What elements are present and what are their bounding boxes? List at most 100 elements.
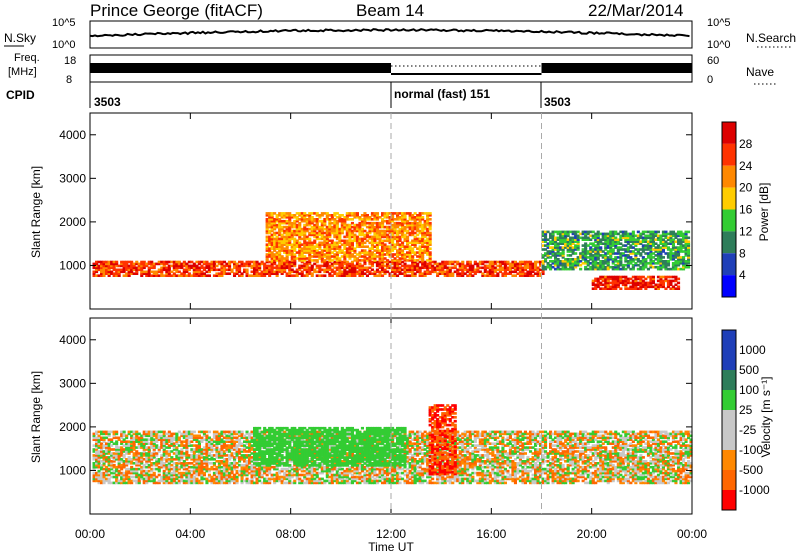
echo-cell	[120, 458, 124, 461]
echo-cell	[290, 233, 294, 237]
echo-cell	[273, 477, 277, 481]
echo-cell	[611, 250, 615, 253]
echo-cell	[401, 223, 405, 227]
echo-cell	[381, 266, 385, 270]
echo-cell	[275, 231, 279, 235]
echo-cell	[293, 221, 297, 225]
echo-cell	[157, 434, 161, 438]
echo-cell	[298, 272, 302, 275]
echo-cell	[338, 229, 342, 233]
echo-cell	[631, 281, 635, 285]
echo-cell	[581, 252, 585, 255]
echo-cell	[523, 272, 527, 275]
echo-cell	[215, 446, 219, 449]
echo-cell	[215, 456, 219, 459]
echo-cell	[110, 448, 114, 451]
echo-cell	[534, 266, 538, 270]
echo-cell	[102, 463, 106, 467]
echo-cell	[641, 248, 645, 251]
echo-cell	[365, 231, 369, 235]
echo-cell	[529, 264, 533, 268]
echo-cell	[92, 262, 96, 266]
echo-cell	[95, 465, 99, 469]
echo-cell	[378, 233, 382, 237]
echo-cell	[245, 446, 249, 449]
echo-cell	[596, 277, 600, 281]
echo-cell	[546, 250, 550, 253]
echo-cell	[100, 430, 104, 434]
echo-cell	[679, 242, 683, 245]
echo-cell	[498, 270, 502, 274]
echo-cell	[233, 436, 237, 440]
echo-cell	[152, 272, 156, 275]
echo-cell	[250, 479, 254, 483]
echo-cell	[280, 239, 284, 243]
echo-cell	[110, 438, 114, 441]
echo-cell	[175, 473, 179, 477]
echo-cell	[601, 275, 605, 279]
echo-cell	[348, 262, 352, 266]
echo-cell	[396, 243, 400, 246]
echo-cell	[393, 243, 397, 246]
echo-cell	[413, 227, 417, 231]
echo-cell	[132, 462, 136, 465]
echo-cell	[393, 266, 397, 270]
echo-cell	[654, 232, 658, 236]
echo-cell	[248, 434, 252, 438]
echo-cell	[413, 253, 417, 256]
echo-cell	[268, 479, 272, 483]
echo-cell	[117, 274, 121, 277]
echo-cell	[280, 481, 284, 485]
echo-cell	[591, 262, 595, 265]
echo-cell	[631, 252, 635, 255]
echo-cell	[453, 260, 457, 264]
echo-cell	[127, 471, 131, 475]
echo-cell	[298, 233, 302, 237]
echo-cell	[576, 256, 580, 259]
echo-cell	[293, 253, 297, 256]
echo-cell	[275, 218, 279, 221]
echo-cell	[125, 471, 129, 475]
echo-cell	[651, 275, 655, 279]
echo-cell	[255, 460, 259, 463]
echo-cell	[636, 248, 640, 251]
echo-cell	[92, 477, 96, 481]
echo-cell	[305, 257, 309, 260]
echo-cell	[102, 432, 106, 436]
echo-cell	[97, 460, 101, 463]
echo-cell	[508, 270, 512, 274]
echo-cell	[446, 262, 450, 266]
echo-cell	[656, 246, 660, 249]
echo-cell	[571, 238, 575, 241]
echo-cell	[185, 473, 189, 477]
echo-cell	[217, 454, 221, 457]
echo-cell	[157, 274, 161, 277]
echo-cell	[270, 233, 274, 237]
echo-cell	[684, 234, 688, 238]
echo-cell	[268, 241, 272, 245]
echo-cell	[233, 430, 237, 434]
echo-cell	[283, 231, 287, 235]
echo-cell	[243, 446, 247, 449]
echo-cell	[564, 232, 568, 236]
echo-cell	[298, 266, 302, 270]
echo-cell	[614, 260, 618, 263]
echo-cell	[646, 244, 650, 247]
echo-cell	[202, 448, 206, 451]
echo-cell	[669, 258, 673, 261]
echo-cell	[310, 216, 314, 219]
echo-cell	[230, 430, 234, 434]
echo-cell	[330, 262, 334, 266]
echo-cell	[601, 234, 605, 238]
echo-cell	[679, 267, 683, 271]
echo-cell	[549, 263, 553, 267]
echo-cell	[340, 225, 344, 229]
echo-cell	[413, 216, 417, 219]
echo-cell	[180, 440, 184, 443]
echo-cell	[240, 463, 244, 467]
echo-cell	[391, 247, 395, 250]
echo-cell	[539, 274, 543, 277]
echo-cell	[97, 463, 101, 467]
echo-cell	[333, 214, 337, 217]
echo-cell	[303, 243, 307, 246]
